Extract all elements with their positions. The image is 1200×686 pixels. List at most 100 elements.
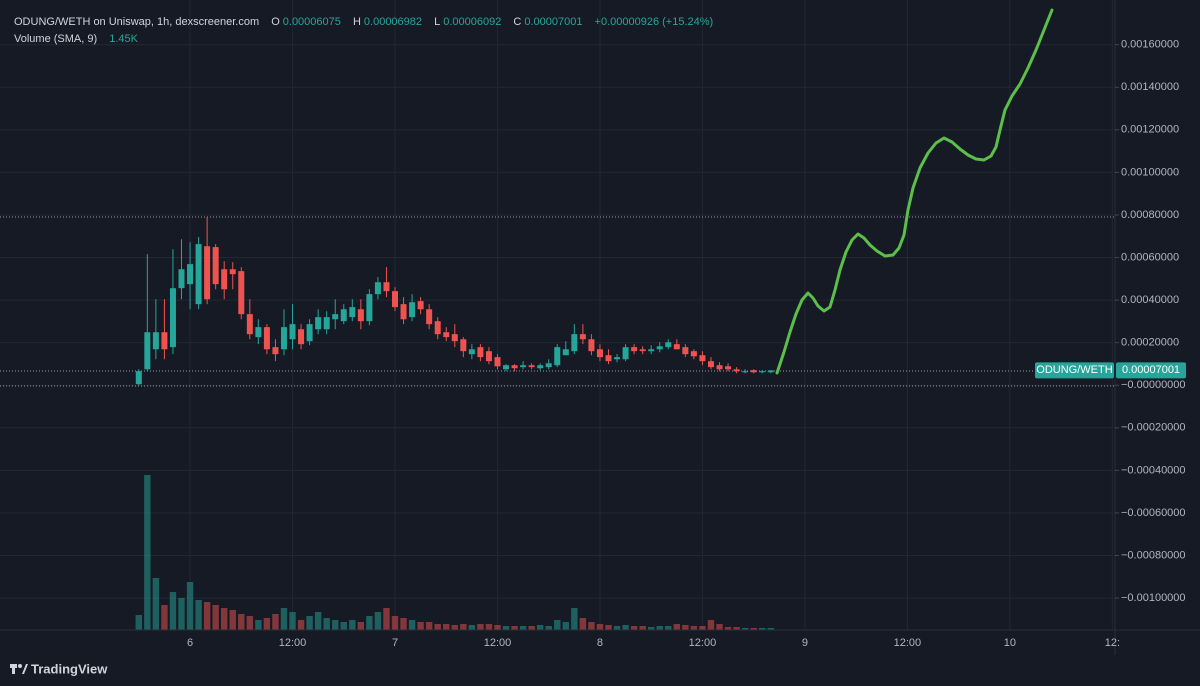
drawn-trend-line xyxy=(775,8,1054,375)
y-tick-label: 0.00060000 xyxy=(1121,251,1179,263)
volume-bar xyxy=(562,622,569,630)
candle-body xyxy=(707,361,714,368)
volume-bar xyxy=(485,624,493,630)
candle-body xyxy=(332,314,339,320)
y-tick-label: 0.00160000 xyxy=(1121,39,1179,51)
candle-body xyxy=(503,365,510,370)
x-tick-label: 10 xyxy=(1004,637,1016,649)
candle-body xyxy=(306,324,313,342)
volume-bar xyxy=(152,578,160,630)
x-tick-label: 9 xyxy=(802,637,808,649)
candle-body xyxy=(298,329,305,345)
candle-body xyxy=(733,369,740,372)
candle-body xyxy=(665,342,672,348)
volume-bar xyxy=(699,626,706,630)
candle-body xyxy=(169,288,176,348)
candle-body xyxy=(392,291,398,308)
volume-bar xyxy=(724,627,732,630)
volume-bar xyxy=(212,605,219,630)
volume-bar xyxy=(221,608,228,630)
candle-body xyxy=(767,370,774,373)
volume-bar xyxy=(656,626,663,630)
candle-body xyxy=(417,301,424,310)
volume-bar xyxy=(665,626,672,630)
candle-body xyxy=(528,365,535,368)
candle-body xyxy=(468,349,475,355)
volume-bar xyxy=(545,626,552,630)
ohlc-value: 0.00006092 xyxy=(443,16,502,28)
volume-bar xyxy=(648,627,655,630)
x-tick-label: 12:00 xyxy=(689,637,717,649)
candle-body xyxy=(366,294,373,322)
volume-bar xyxy=(434,624,441,630)
candle-body xyxy=(605,355,612,362)
candle-body xyxy=(631,347,638,352)
candle-body xyxy=(340,309,347,322)
candle-body xyxy=(554,347,561,366)
price-label-box xyxy=(1116,362,1186,379)
volume-bar xyxy=(391,616,399,630)
x-tick-label: 12:00 xyxy=(484,637,512,649)
brand[interactable]: TradingView xyxy=(31,661,108,676)
volume-bar xyxy=(460,624,467,630)
candle-body xyxy=(135,371,142,385)
volume-bar xyxy=(332,620,339,630)
candle-body xyxy=(537,365,544,369)
volume-bar xyxy=(468,625,476,630)
volume-bar xyxy=(443,624,450,630)
x-tick-label: 7 xyxy=(392,637,398,649)
volume-bar xyxy=(314,612,322,630)
volume-bar xyxy=(741,628,749,630)
volume-bar xyxy=(605,625,612,630)
price-label: 0.00007001 xyxy=(1122,364,1180,376)
candle-body xyxy=(246,314,253,335)
candle-body xyxy=(699,355,706,362)
y-tick-label: 0.00040000 xyxy=(1121,294,1179,306)
volume-bar xyxy=(186,582,194,630)
volume-bar xyxy=(246,616,254,630)
candle-body xyxy=(562,349,569,356)
x-tick-label: 12:00 xyxy=(279,637,307,649)
candle-body xyxy=(725,366,732,370)
candle-body xyxy=(485,351,492,362)
candle-body xyxy=(289,324,296,340)
ohlc-value: 0.00006075 xyxy=(282,16,341,28)
y-tick-label: 0.00080000 xyxy=(1121,209,1179,221)
candle-body xyxy=(187,264,194,285)
candle-body xyxy=(759,371,766,373)
candle-body xyxy=(451,334,458,342)
candle-body xyxy=(315,317,322,330)
candle-body xyxy=(690,351,697,357)
volume-bar xyxy=(408,620,416,630)
volume-bar xyxy=(511,626,518,630)
y-tick-label: 0.00020000 xyxy=(1121,337,1179,349)
candle-body xyxy=(571,334,578,352)
legend-title: ODUNG/WETH on Uniswap, 1h, dexscreener.c… xyxy=(14,16,260,28)
volume-bar xyxy=(733,627,740,630)
legend-row: ODUNG/WETH on Uniswap, 1h, dexscreener.c… xyxy=(14,14,716,31)
volume-bar xyxy=(716,624,723,630)
candle-body xyxy=(460,339,467,352)
ohlc-key: O xyxy=(271,16,280,28)
volume-bar xyxy=(400,618,407,630)
x-tick-label: 6 xyxy=(187,637,193,649)
volume-bar xyxy=(238,614,245,630)
candle-body xyxy=(374,282,381,295)
volume-bar xyxy=(639,626,646,630)
volume-bar xyxy=(596,624,604,630)
candle-body xyxy=(443,332,450,338)
candle-body xyxy=(545,363,552,368)
y-tick-label: −0.00080000 xyxy=(1121,549,1186,561)
candle-body xyxy=(409,302,416,318)
volume-bar xyxy=(280,608,288,630)
ohlc-key: H xyxy=(352,16,361,28)
volume-bar xyxy=(417,622,424,630)
volume-bar xyxy=(135,615,142,630)
volume-bar xyxy=(682,625,689,630)
volume-bar xyxy=(759,628,766,630)
candle-body xyxy=(588,339,595,352)
x-tick-label: 8 xyxy=(597,637,603,649)
volume-bar xyxy=(383,608,390,630)
